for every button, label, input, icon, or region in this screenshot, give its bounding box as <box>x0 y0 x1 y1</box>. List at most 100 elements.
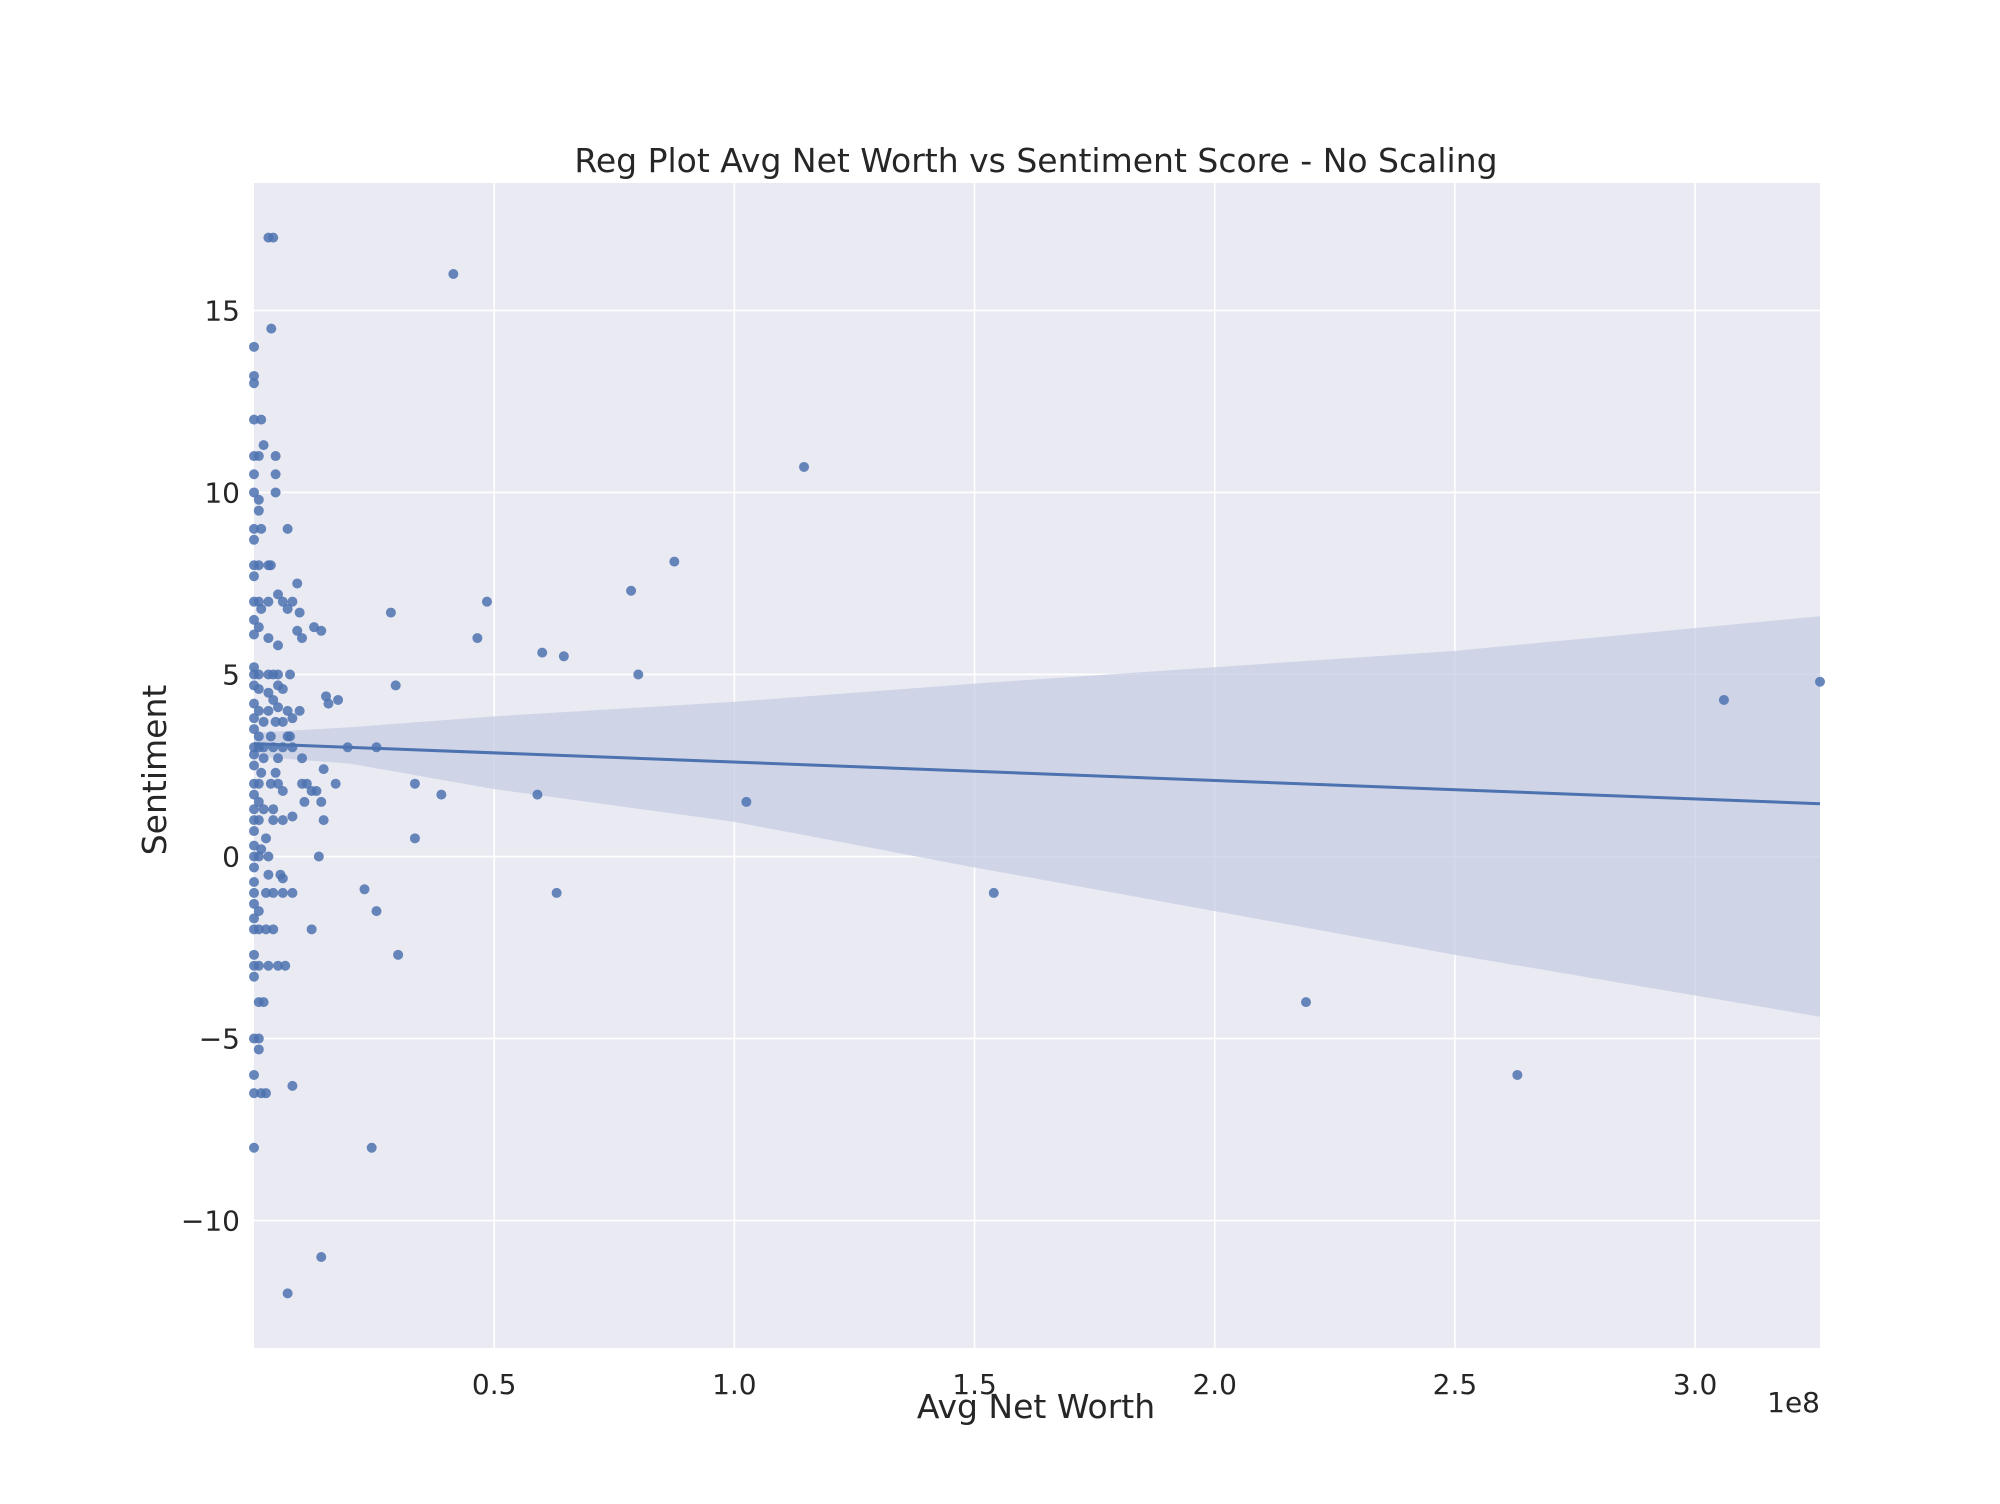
scatter-point <box>313 851 324 862</box>
scatter-point <box>280 960 291 971</box>
scatter-point <box>282 705 293 716</box>
scatter-point <box>481 596 492 607</box>
scatter-point <box>249 378 259 389</box>
scatter-point <box>330 778 341 789</box>
scatter-point <box>249 662 259 673</box>
scatter-point <box>277 716 288 727</box>
scatter-point <box>448 269 459 280</box>
scatter-point <box>318 764 329 775</box>
scatter-point <box>1815 676 1825 687</box>
scatter-point <box>261 924 272 935</box>
scatter-point <box>268 232 279 243</box>
scatter-point <box>287 713 298 724</box>
scatter-point <box>323 698 334 709</box>
y-tick-label: 5 <box>222 658 240 691</box>
scatter-point <box>249 971 259 982</box>
scatter-point <box>409 833 420 844</box>
scatter-point <box>273 640 284 651</box>
scatter-point <box>282 603 293 614</box>
scatter-point <box>249 341 259 352</box>
scatter-point <box>626 585 637 596</box>
scatter-point <box>988 887 999 898</box>
scatter-point <box>253 505 264 516</box>
scatter-point <box>282 523 293 534</box>
scatter-point <box>277 596 288 607</box>
x-axis-offset-label: 1e8 <box>1767 1386 1820 1419</box>
scatter-point <box>263 869 274 880</box>
scatter-point <box>253 1044 264 1055</box>
scatter-point <box>249 487 259 498</box>
y-tick-label: 15 <box>204 294 240 327</box>
scatter-point <box>249 629 259 640</box>
scatter-point <box>249 469 259 480</box>
scatter-point <box>249 826 259 837</box>
scatter-point <box>249 713 259 724</box>
scatter-point <box>253 851 264 862</box>
scatter-point <box>799 461 810 472</box>
scatter-point <box>273 753 284 764</box>
scatter-point <box>472 633 483 644</box>
y-tick-label: 0 <box>222 841 240 874</box>
scatter-point <box>253 960 264 971</box>
scatter-point <box>265 731 276 742</box>
scatter-point <box>285 669 296 680</box>
scatter-point <box>249 913 259 924</box>
scatter-point <box>261 833 272 844</box>
scatter-point <box>297 753 308 764</box>
scatter-point <box>263 633 274 644</box>
scatter-point <box>268 815 279 826</box>
scatter-point <box>292 625 303 636</box>
scatter-point <box>270 469 281 480</box>
scatter-point <box>537 647 548 658</box>
scatter-point <box>409 778 420 789</box>
scatter-point <box>263 596 274 607</box>
scatter-point <box>1718 694 1729 705</box>
scatter-point <box>253 622 264 633</box>
scatter-point <box>249 1088 259 1099</box>
scatter-point <box>268 887 279 898</box>
scatter-point <box>299 796 310 807</box>
scatter-point <box>249 877 259 887</box>
y-tick-label: 10 <box>204 476 240 509</box>
scatter-point <box>256 603 267 614</box>
scatter-point <box>265 560 276 571</box>
scatter-point <box>249 698 259 709</box>
scatter-point <box>253 684 264 695</box>
scatter-point <box>316 1251 327 1262</box>
scatter-point <box>385 607 396 618</box>
y-axis-title: Sentiment <box>135 685 174 856</box>
scatter-point <box>249 1069 259 1080</box>
scatter-point <box>273 669 284 680</box>
scatter-point <box>282 1288 293 1299</box>
scatter-point <box>263 705 274 716</box>
scatter-point <box>277 887 288 898</box>
scatter-point <box>1301 997 1312 1008</box>
scatter-point <box>258 440 269 451</box>
scatter-point <box>301 778 312 789</box>
scatter-point <box>258 753 269 764</box>
scatter-point <box>551 887 562 898</box>
scatter-point <box>273 960 284 971</box>
scatter-point <box>249 887 259 898</box>
x-tick-label: 0.5 <box>472 1368 517 1401</box>
scatter-point <box>256 523 267 534</box>
scatter-point <box>266 323 277 334</box>
scatter-point <box>270 487 281 498</box>
scatter-point <box>292 578 303 589</box>
scatter-point <box>287 1080 298 1091</box>
x-axis-title: Avg Net Worth <box>917 1387 1155 1426</box>
scatter-point <box>253 796 264 807</box>
x-tick-label: 3.0 <box>1673 1368 1718 1401</box>
scatter-point <box>393 949 404 960</box>
scatter-point <box>333 694 344 705</box>
scatter-point <box>249 370 259 381</box>
scatter-point <box>318 815 329 826</box>
scatter-point <box>371 906 382 917</box>
scatter-point <box>741 796 752 807</box>
scatter-point <box>270 451 281 462</box>
regression-line <box>253 742 1821 806</box>
scatter-point <box>270 767 281 778</box>
scatter-point <box>253 1033 264 1044</box>
